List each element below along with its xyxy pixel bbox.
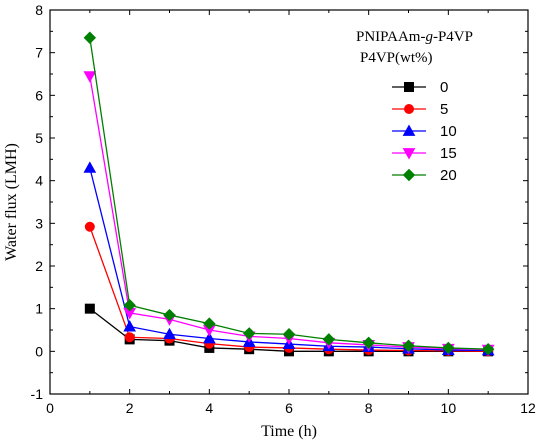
data-point-20 (402, 339, 415, 352)
data-point-20 (442, 341, 455, 355)
x-tick-label: 0 (46, 400, 54, 416)
legend-item-20: 20 (392, 167, 457, 184)
y-tick-label: 6 (35, 87, 43, 103)
legend-title-line-2: P4VP(wt%) (360, 50, 433, 66)
legend-item-5: 5 (392, 101, 448, 118)
legend-label: 20 (440, 167, 457, 184)
legend-label: 5 (440, 101, 448, 118)
y-tick-label: 0 (35, 343, 43, 359)
legend-marker (402, 168, 416, 182)
legend-marker (402, 148, 416, 160)
y-tick-label: 2 (35, 258, 43, 274)
x-tick-label: 10 (441, 400, 457, 416)
y-tick-label: -1 (31, 386, 44, 402)
x-tick-label: 8 (365, 400, 373, 416)
legend-marker (404, 104, 414, 114)
series-line-15 (89, 76, 489, 351)
y-tick-label: 5 (35, 130, 43, 146)
legend-title-line-1: PNIPAAm-g-P4VP (356, 29, 473, 45)
series-line-20 (89, 37, 489, 350)
data-point-20 (322, 333, 336, 346)
legend-title-italic: g (425, 29, 433, 45)
data-point-20 (203, 317, 216, 330)
data-point-20 (362, 336, 375, 350)
data-point-20 (163, 308, 176, 322)
x-tick-label: 12 (520, 400, 536, 416)
legend-item-15: 15 (392, 145, 457, 162)
series-line-10 (89, 167, 489, 352)
data-point-20 (83, 31, 97, 44)
data-point-10 (202, 332, 216, 344)
data-point-10 (83, 161, 97, 173)
y-tick-label: 4 (35, 173, 43, 189)
legend-item-10: 10 (392, 123, 457, 140)
y-axis-title: Water flux (LMH) (3, 143, 20, 261)
legend-marker (402, 124, 416, 136)
x-tick-label: 4 (205, 400, 213, 416)
data-point-5 (84, 221, 95, 232)
series-15 (83, 71, 495, 357)
series-10 (83, 161, 495, 356)
data-point-20 (242, 327, 256, 340)
series-20 (83, 31, 495, 356)
x-tick-label: 6 (285, 400, 293, 416)
y-tick-label: 8 (35, 2, 43, 18)
legend-title-prefix: PNIPAAm- (356, 29, 425, 45)
data-point-15 (83, 71, 97, 83)
legend-label: 10 (440, 123, 457, 140)
x-tick-label: 2 (126, 400, 134, 416)
data-point-20 (481, 342, 495, 356)
data-point-10 (163, 327, 176, 340)
data-point-20 (282, 328, 296, 341)
data-point-0 (84, 303, 95, 314)
legend-marker (404, 82, 414, 92)
legend-title-suffix: -P4VP (433, 29, 473, 45)
data-point-5 (124, 332, 135, 343)
data-point-20 (123, 299, 136, 312)
legend-item-0: 0 (392, 79, 448, 96)
x-axis-title: Time (h) (261, 423, 317, 440)
y-tick-label: 3 (35, 215, 43, 231)
legend-label: 0 (440, 79, 448, 96)
legend-label: 15 (440, 145, 457, 162)
data-point-10 (123, 320, 137, 332)
y-tick-label: 1 (35, 301, 43, 317)
y-tick-label: 7 (35, 45, 43, 61)
